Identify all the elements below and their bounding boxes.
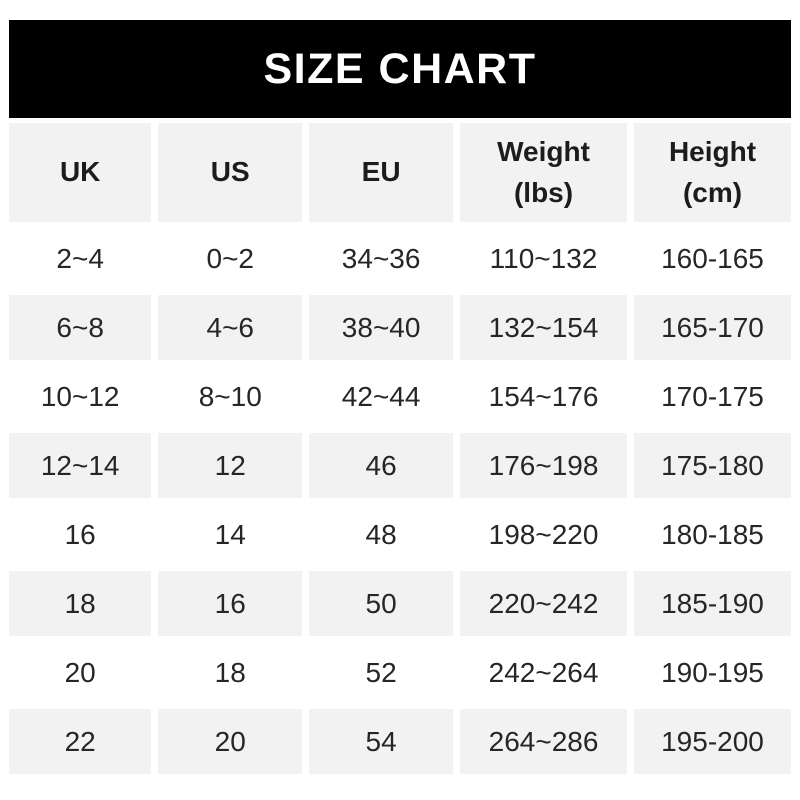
cell-uk: 12~14 bbox=[9, 433, 152, 498]
column-header-eu: EU bbox=[309, 123, 454, 222]
table-row: 22 20 54 264~286 195-200 bbox=[9, 709, 791, 774]
cell-weight-lbs: 264~286 bbox=[460, 709, 627, 774]
cell-us: 16 bbox=[158, 571, 303, 636]
column-header-us: US bbox=[158, 123, 303, 222]
cell-height-cm: 195-200 bbox=[634, 709, 791, 774]
table-row: 2~4 0~2 34~36 110~132 160-165 bbox=[9, 226, 791, 291]
column-header-label: US bbox=[210, 156, 250, 188]
cell-eu: 54 bbox=[309, 709, 454, 774]
cell-height-cm: 180-185 bbox=[634, 502, 791, 567]
cell-weight-lbs: 242~264 bbox=[460, 640, 627, 705]
table-row: 20 18 52 242~264 190-195 bbox=[9, 640, 791, 705]
cell-eu: 48 bbox=[309, 502, 454, 567]
cell-eu: 52 bbox=[309, 640, 454, 705]
cell-height-cm: 165-170 bbox=[634, 295, 791, 360]
cell-height-cm: 185-190 bbox=[634, 571, 791, 636]
cell-us: 4~6 bbox=[158, 295, 303, 360]
column-header-label: Height bbox=[668, 135, 757, 167]
column-header-uk: UK bbox=[9, 123, 152, 222]
column-header-label: Weight bbox=[497, 135, 590, 167]
cell-weight-lbs: 110~132 bbox=[460, 226, 627, 291]
table-row: 6~8 4~6 38~40 132~154 165-170 bbox=[9, 295, 791, 360]
cell-us: 12 bbox=[158, 433, 303, 498]
cell-uk: 10~12 bbox=[9, 364, 152, 429]
column-header-sublabel: (lbs) bbox=[513, 176, 574, 208]
column-header-height: Height (cm) bbox=[634, 123, 791, 222]
table-row: 10~12 8~10 42~44 154~176 170-175 bbox=[9, 364, 791, 429]
cell-us: 14 bbox=[158, 502, 303, 567]
cell-us: 0~2 bbox=[158, 226, 303, 291]
header-row: UK US EU Weight (lbs) Height (cm) bbox=[9, 123, 791, 222]
column-header-label: EU bbox=[361, 156, 401, 188]
cell-eu: 34~36 bbox=[309, 226, 454, 291]
size-table-body: 2~4 0~2 34~36 110~132 160-165 6~8 4~6 38~40 132~… bbox=[9, 226, 791, 774]
cell-weight-lbs: 220~242 bbox=[460, 571, 627, 636]
cell-eu: 38~40 bbox=[309, 295, 454, 360]
cell-uk: 6~8 bbox=[9, 295, 152, 360]
cell-eu: 46 bbox=[309, 433, 454, 498]
cell-us: 8~10 bbox=[158, 364, 303, 429]
cell-weight-lbs: 198~220 bbox=[460, 502, 627, 567]
cell-us: 20 bbox=[158, 709, 303, 774]
cell-weight-lbs: 132~154 bbox=[460, 295, 627, 360]
cell-height-cm: 190-195 bbox=[634, 640, 791, 705]
cell-eu: 50 bbox=[309, 571, 454, 636]
table-row: 12~14 12 46 176~198 175-180 bbox=[9, 433, 791, 498]
cell-uk: 18 bbox=[9, 571, 152, 636]
cell-height-cm: 160-165 bbox=[634, 226, 791, 291]
cell-uk: 20 bbox=[9, 640, 152, 705]
cell-weight-lbs: 154~176 bbox=[460, 364, 627, 429]
size-table: UK US EU Weight (lbs) Height (cm) bbox=[2, 119, 798, 778]
cell-eu: 42~44 bbox=[309, 364, 454, 429]
cell-weight-lbs: 176~198 bbox=[460, 433, 627, 498]
column-header-weight: Weight (lbs) bbox=[460, 123, 627, 222]
cell-us: 18 bbox=[158, 640, 303, 705]
column-header-sublabel: (cm) bbox=[682, 176, 743, 208]
cell-uk: 16 bbox=[9, 502, 152, 567]
table-row: 18 16 50 220~242 185-190 bbox=[9, 571, 791, 636]
size-chart-banner: SIZE CHART bbox=[9, 20, 791, 118]
column-header-label: UK bbox=[59, 156, 101, 188]
table-row: 16 14 48 198~220 180-185 bbox=[9, 502, 791, 567]
page-title: SIZE CHART bbox=[263, 44, 537, 93]
cell-height-cm: 175-180 bbox=[634, 433, 791, 498]
cell-height-cm: 170-175 bbox=[634, 364, 791, 429]
cell-uk: 2~4 bbox=[9, 226, 152, 291]
cell-uk: 22 bbox=[9, 709, 152, 774]
